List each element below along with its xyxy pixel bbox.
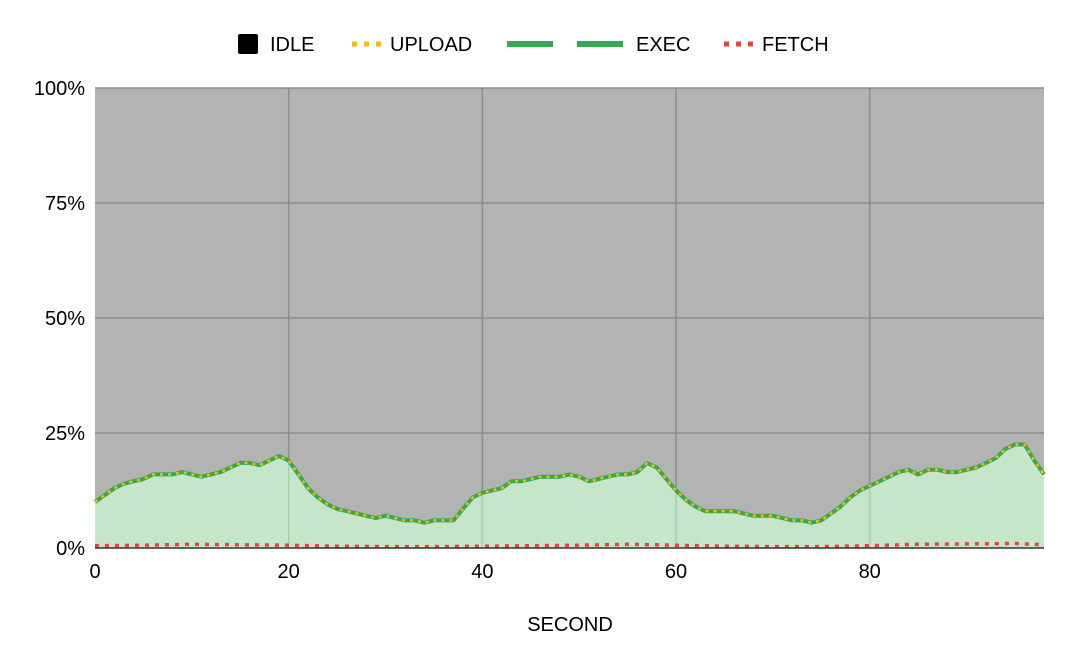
x-tick-label-1: 20 bbox=[278, 561, 300, 583]
y-axis-tick-labels: 0% 25% 50% 75% 100% bbox=[34, 78, 85, 560]
fetch-series-line bbox=[94, 541, 1045, 549]
legend-exec-label: EXEC bbox=[636, 34, 690, 56]
x-tick-label-2: 40 bbox=[471, 561, 493, 583]
y-tick-label-0: 0% bbox=[56, 538, 85, 560]
x-tick-label-3: 60 bbox=[665, 561, 687, 583]
x-tick-label-4: 80 bbox=[859, 561, 881, 583]
y-tick-label-3: 75% bbox=[45, 193, 85, 215]
legend-idle-swatch bbox=[238, 34, 258, 54]
x-axis-title: SECOND bbox=[527, 614, 613, 636]
legend: IDLE UPLOAD EXEC FETCH bbox=[238, 34, 829, 56]
y-tick-label-4: 100% bbox=[34, 78, 85, 100]
legend-fetch-label: FETCH bbox=[762, 34, 829, 56]
x-tick-label-0: 0 bbox=[89, 561, 100, 583]
legend-upload-label: UPLOAD bbox=[390, 34, 472, 56]
y-tick-label-1: 25% bbox=[45, 423, 85, 445]
y-tick-label-2: 50% bbox=[45, 308, 85, 330]
legend-idle-label: IDLE bbox=[270, 34, 314, 56]
upload-series-line bbox=[94, 443, 1046, 524]
x-axis-tick-labels: 0 20 40 60 80 bbox=[89, 561, 880, 583]
